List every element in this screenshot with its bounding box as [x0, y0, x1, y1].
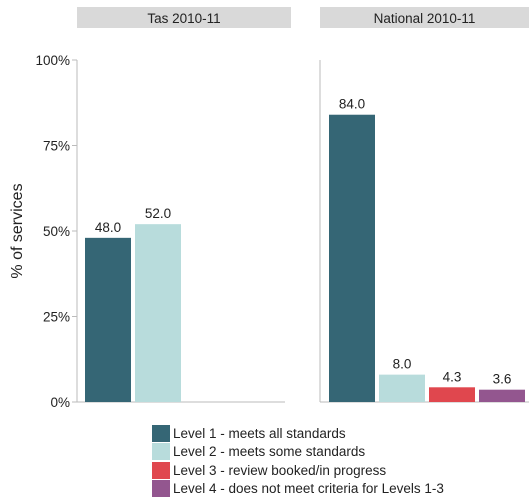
legend-swatch	[152, 480, 170, 498]
data-label: 52.0	[145, 206, 171, 221]
legend-item-level-2: Level 2 - meets some standards	[152, 443, 444, 462]
bar-national-level-2	[379, 374, 425, 402]
panel-header	[77, 7, 291, 28]
y-tick-label: 25%	[43, 310, 70, 325]
y-tick-label: 50%	[43, 224, 70, 239]
legend-item-level-3: Level 3 - review booked/in progress	[152, 461, 444, 480]
bar-national-level-1	[329, 114, 375, 402]
panel-title: Tas 2010-11	[147, 11, 220, 26]
legend: Level 1 - meets all standards Level 2 - m…	[152, 424, 444, 498]
legend-item-level-1: Level 1 - meets all standards	[152, 424, 444, 443]
data-label: 4.3	[443, 369, 462, 384]
panel-title: National 2010-11	[374, 11, 476, 26]
legend-swatch	[152, 424, 170, 442]
data-label: 48.0	[95, 220, 121, 235]
legend-label: Level 2 - meets some standards	[173, 444, 366, 460]
data-label: 3.6	[493, 372, 512, 387]
bar-national-level-3	[429, 387, 475, 402]
bar-tas-level-2	[135, 224, 181, 402]
legend-swatch	[152, 461, 170, 479]
bar-national-level-4	[479, 389, 525, 402]
y-tick-label: 100%	[35, 53, 70, 68]
data-label: 8.0	[393, 357, 412, 372]
panel-header	[320, 7, 529, 28]
y-tick-label: 75%	[43, 139, 70, 154]
y-tick-label: 0%	[50, 395, 70, 410]
data-label: 84.0	[339, 97, 365, 112]
legend-item-level-4: Level 4 - does not meet criteria for Lev…	[152, 480, 444, 499]
legend-label: Level 4 - does not meet criteria for Lev…	[173, 481, 444, 497]
legend-label: Level 3 - review booked/in progress	[173, 462, 387, 478]
legend-swatch	[152, 443, 170, 461]
bar-tas-level-1	[85, 237, 131, 402]
legend-label: Level 1 - meets all standards	[173, 425, 346, 441]
y-axis-label: % of services	[9, 183, 26, 278]
